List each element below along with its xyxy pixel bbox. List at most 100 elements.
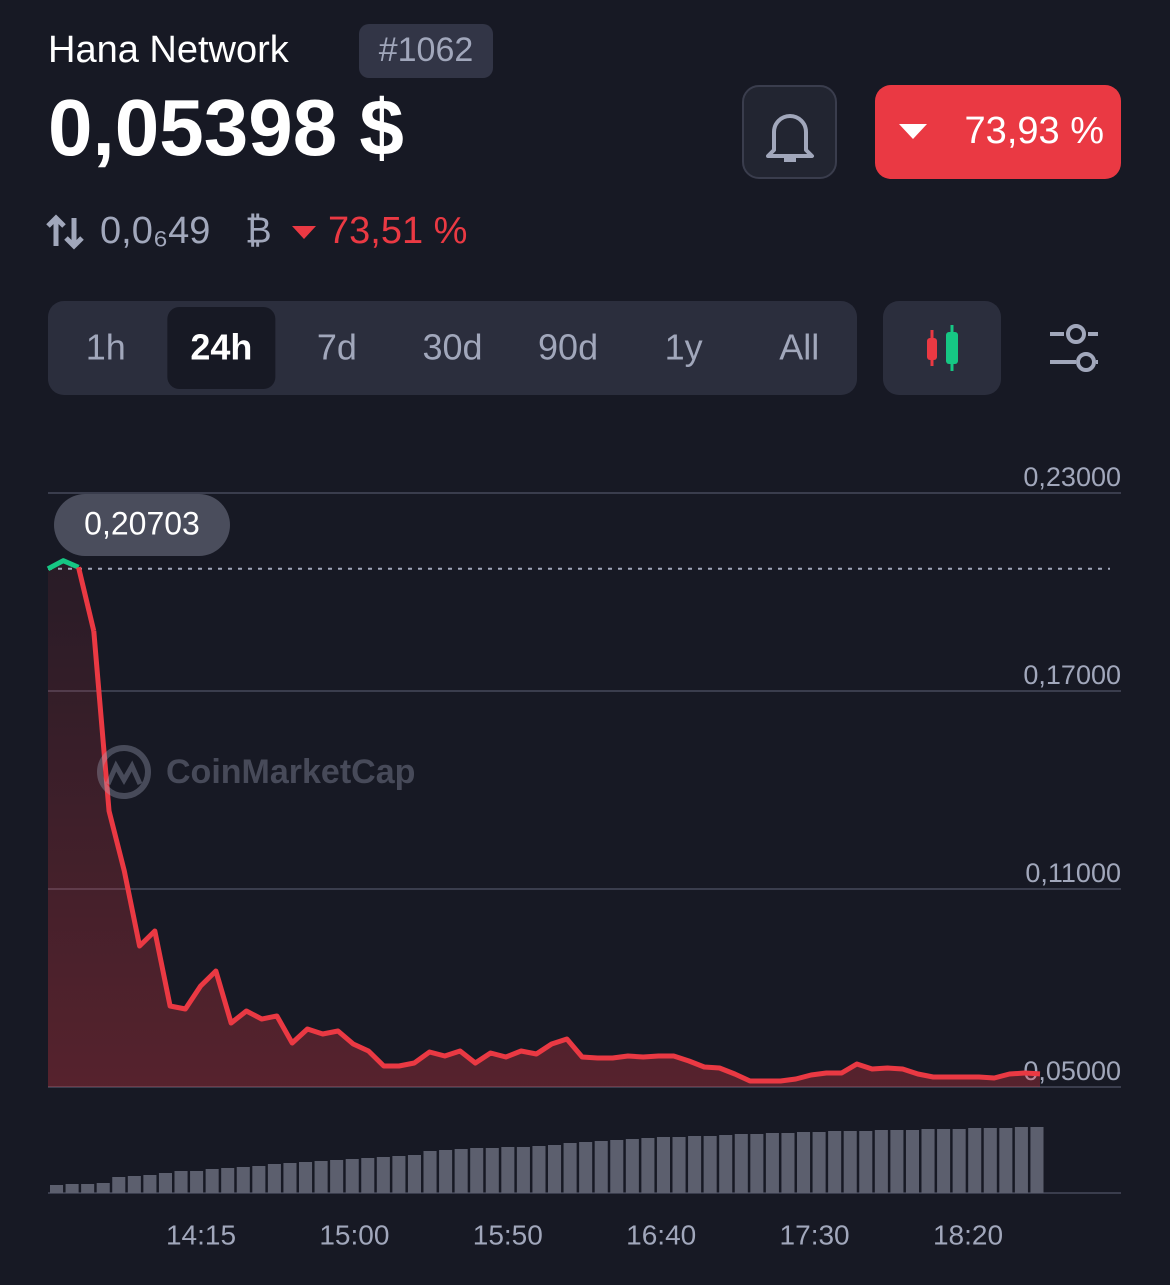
volume-bar xyxy=(143,1175,157,1193)
volume-bar xyxy=(330,1160,344,1193)
volume-bar xyxy=(688,1136,702,1193)
volume-bar xyxy=(610,1140,624,1193)
volume-bar xyxy=(65,1184,79,1193)
volume-bar xyxy=(937,1129,951,1193)
volume-bar xyxy=(703,1136,717,1193)
volume-bar xyxy=(485,1148,499,1193)
volume-bar xyxy=(81,1184,95,1193)
volume-bar xyxy=(299,1162,313,1193)
volume-bar xyxy=(765,1133,779,1193)
volume-bar xyxy=(843,1131,857,1193)
candle-icon xyxy=(927,338,937,360)
rank-badge xyxy=(359,24,493,78)
change-badge xyxy=(875,85,1121,179)
volume-bar xyxy=(158,1173,172,1193)
volume-bar xyxy=(345,1159,359,1193)
volume-bar xyxy=(828,1131,842,1193)
tab[interactable]: All xyxy=(779,327,819,368)
y-tick-label: 0,17000 xyxy=(1023,660,1121,690)
volume-bar xyxy=(905,1130,919,1193)
change: 73,93 % xyxy=(965,110,1104,152)
volume-bar xyxy=(750,1134,764,1193)
watermark-text: CoinMarketCap xyxy=(166,753,415,791)
volume-bar xyxy=(127,1176,141,1193)
volume-bar xyxy=(968,1128,982,1193)
swap-icon xyxy=(46,214,84,250)
settings-icon[interactable] xyxy=(1050,324,1098,372)
volume-bar xyxy=(407,1155,421,1193)
volume-bar xyxy=(252,1166,266,1193)
down-arrow xyxy=(899,124,927,139)
volume-bar xyxy=(361,1158,375,1193)
volume-bar xyxy=(890,1130,904,1193)
volume-bar xyxy=(454,1149,468,1193)
volume-bar xyxy=(874,1130,888,1193)
volume-bar xyxy=(516,1147,530,1193)
volume-bar xyxy=(439,1150,453,1193)
price: 0,05398 $ xyxy=(48,83,404,172)
tab[interactable]: 30d xyxy=(422,327,482,368)
price-line xyxy=(46,558,80,572)
volume-bar xyxy=(112,1177,126,1193)
volume-bar xyxy=(1014,1127,1028,1193)
volume-bar xyxy=(236,1167,250,1193)
volume-bar xyxy=(205,1169,219,1193)
x-tick-label: 14:15 xyxy=(166,1219,236,1250)
candle-icon xyxy=(946,332,958,364)
reference-label: 0,20703 xyxy=(84,505,200,541)
volume-bar xyxy=(594,1141,608,1193)
x-tick-label: 15:00 xyxy=(319,1219,389,1250)
bell-icon xyxy=(766,114,814,162)
volume-bar xyxy=(563,1143,577,1193)
x-tick-label: 15:50 xyxy=(473,1219,543,1250)
volume-bar xyxy=(423,1151,437,1193)
volume-bar xyxy=(921,1129,935,1193)
volume-bar xyxy=(641,1138,655,1193)
volume-bar xyxy=(267,1164,281,1193)
volume-bar xyxy=(283,1163,297,1193)
x-tick-label: 16:40 xyxy=(626,1219,696,1250)
tab[interactable]: 1h xyxy=(86,327,126,368)
volume-bar xyxy=(190,1171,204,1193)
watermark: CoinMarketCap xyxy=(97,745,415,799)
tab[interactable]: 1y xyxy=(665,327,703,368)
btc-change: 73,51 % xyxy=(328,210,467,252)
volume-bar xyxy=(532,1146,546,1193)
volume-bar xyxy=(314,1161,328,1193)
volume-bar xyxy=(672,1137,686,1193)
volume-bar xyxy=(392,1156,406,1193)
volume-bar xyxy=(174,1171,188,1193)
volume-bar xyxy=(781,1133,795,1193)
volume-bar xyxy=(376,1157,390,1193)
active-tab xyxy=(167,307,276,389)
x-tick-label: 18:20 xyxy=(933,1219,1003,1250)
volume-bar xyxy=(501,1147,515,1193)
tab[interactable]: 90d xyxy=(538,327,598,368)
price-line xyxy=(91,630,1041,1084)
area xyxy=(48,560,1040,1087)
line-connector xyxy=(76,566,97,632)
volume-bar xyxy=(221,1168,235,1193)
tab[interactable]: 7d xyxy=(317,327,357,368)
y-tick-label: 0,23000 xyxy=(1023,462,1121,492)
volume-bar xyxy=(952,1129,966,1193)
volume-bar xyxy=(983,1128,997,1193)
volume-bar xyxy=(859,1131,873,1193)
volume-bar xyxy=(1030,1127,1044,1193)
volume-bar xyxy=(625,1139,639,1193)
btc-price: 0,0₆49 xyxy=(100,210,210,252)
volume-bar xyxy=(999,1128,1013,1193)
volume-bar xyxy=(656,1137,670,1193)
volume-bar xyxy=(548,1145,562,1193)
tab[interactable]: 24h xyxy=(190,327,252,368)
down-arrow xyxy=(292,226,316,239)
coin-name: Hana Network xyxy=(48,29,290,71)
candle-toggle[interactable] xyxy=(883,301,1001,395)
alert-button[interactable] xyxy=(742,85,837,179)
volume-bar xyxy=(812,1132,826,1193)
volume-bar xyxy=(50,1185,64,1193)
reference-badge xyxy=(54,494,230,556)
volume-bar xyxy=(719,1135,733,1193)
volume-bar xyxy=(734,1134,748,1193)
